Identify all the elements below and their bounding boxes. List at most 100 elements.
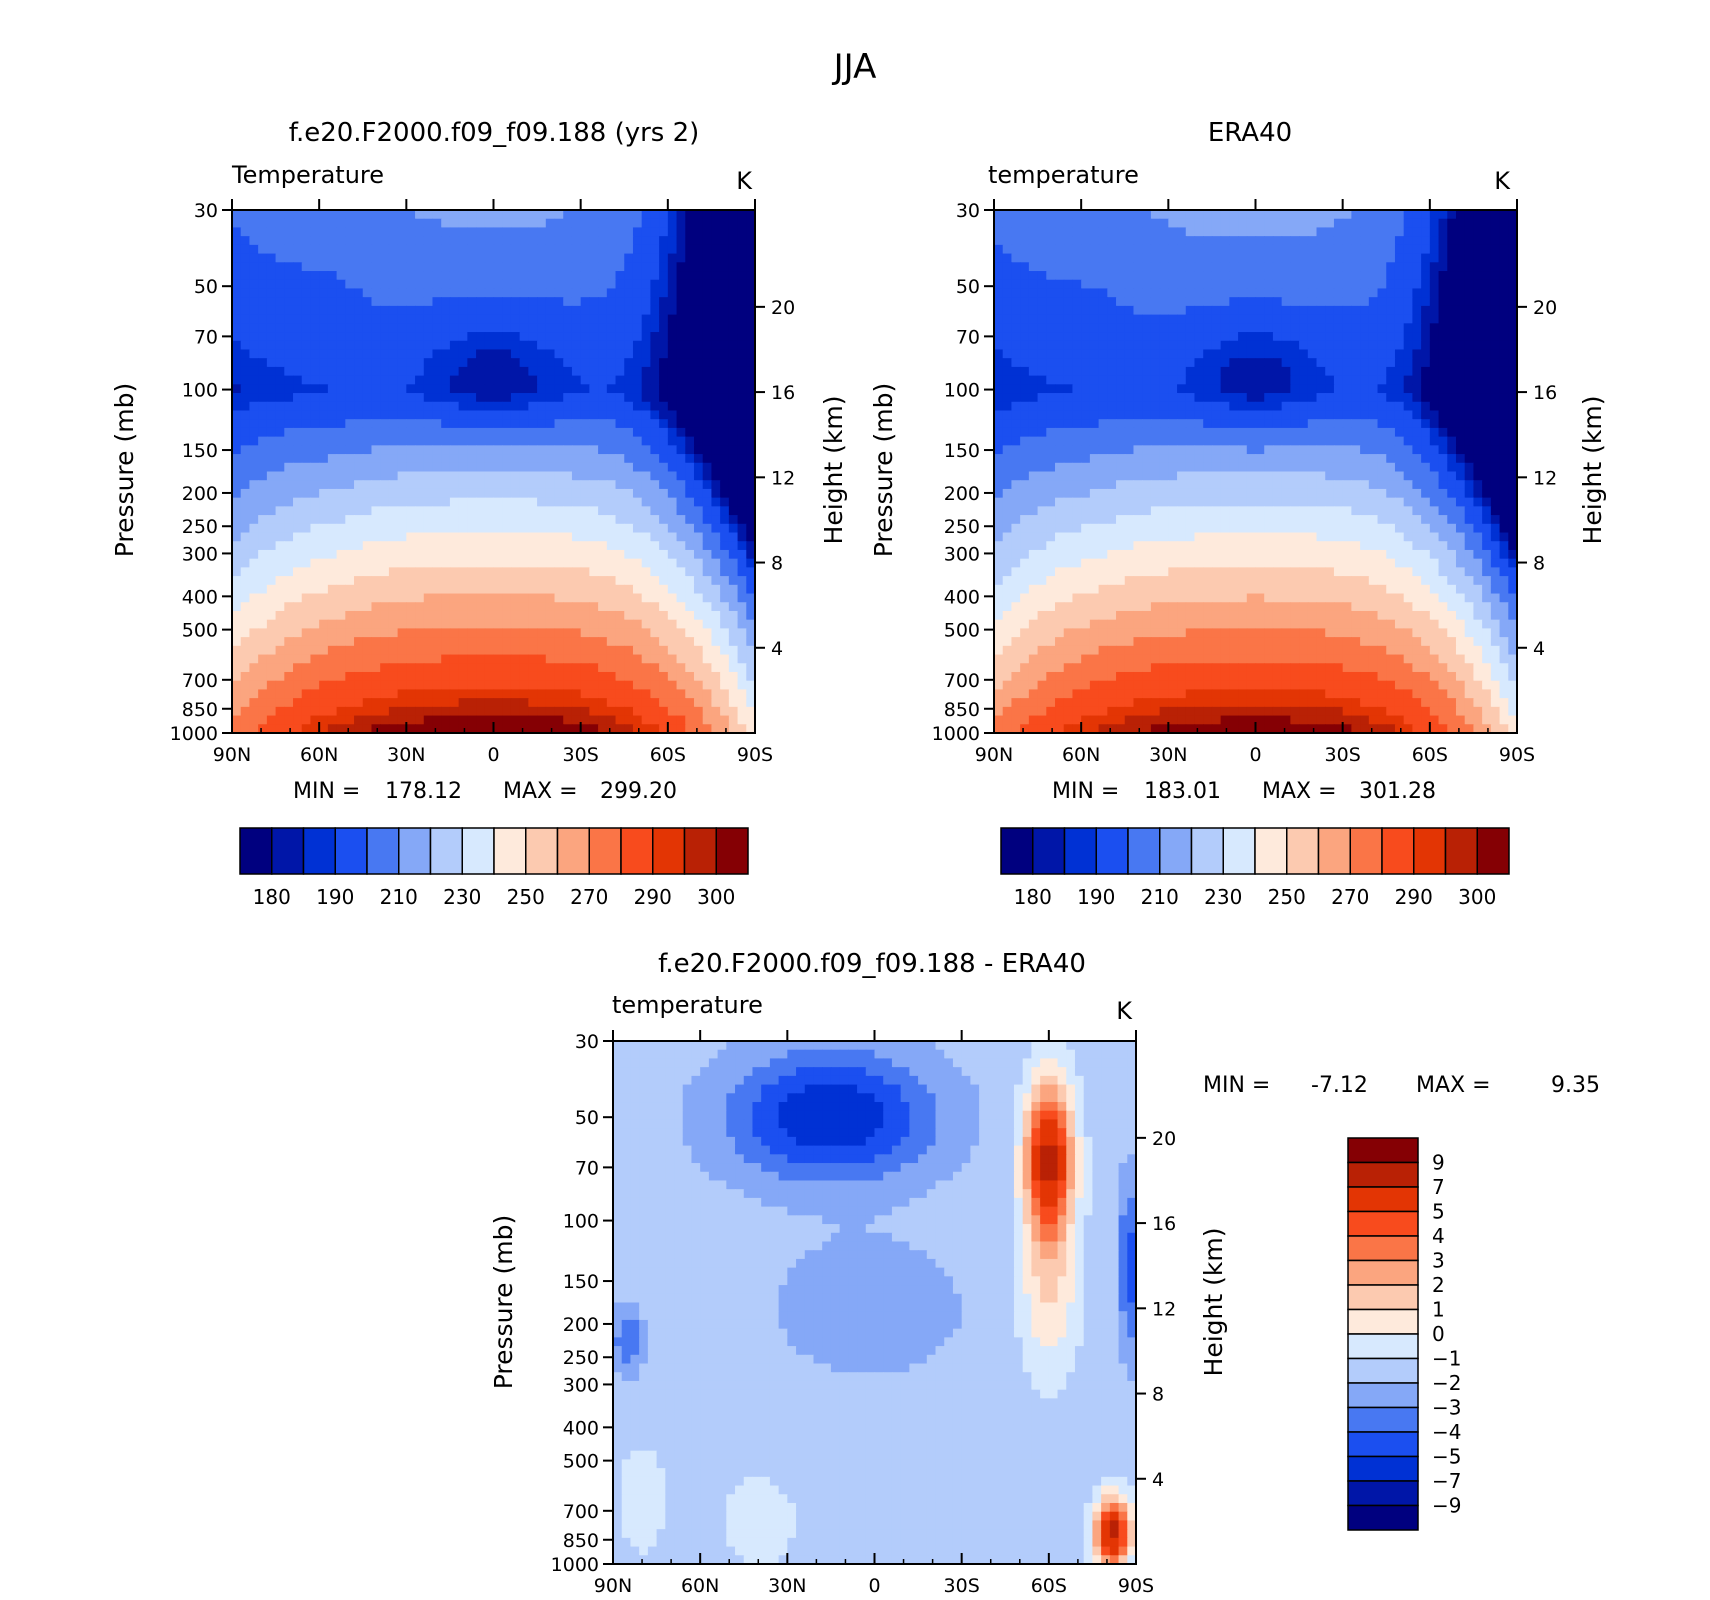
field-cell <box>371 663 381 673</box>
field-cell <box>1473 305 1483 316</box>
field-cell <box>1124 340 1135 351</box>
field-cell <box>266 419 277 429</box>
field-cell <box>266 358 277 368</box>
field-cell <box>676 488 686 499</box>
field-cell <box>711 393 721 403</box>
field-cell <box>711 445 721 455</box>
field-cell <box>693 706 704 717</box>
field-cell <box>510 462 521 473</box>
field-cell <box>354 619 364 629</box>
field-cell <box>362 419 373 429</box>
field-cell <box>1316 227 1326 237</box>
field-cell <box>1055 244 1065 255</box>
field-cell <box>354 297 364 307</box>
field-cell <box>1246 262 1257 272</box>
field-cell <box>606 262 617 272</box>
field-cell <box>266 375 277 385</box>
field-cell <box>641 584 651 595</box>
field-cell <box>441 506 451 516</box>
field-cell <box>327 271 338 281</box>
field-cell <box>1499 236 1509 246</box>
field-cell <box>476 393 486 403</box>
field-cell <box>345 541 355 551</box>
field-cell <box>354 488 364 499</box>
field-cell <box>441 619 451 629</box>
field-cell <box>266 227 277 237</box>
field-cell <box>728 262 739 272</box>
field-cell <box>650 410 660 420</box>
field-cell <box>667 628 678 638</box>
field-cell <box>554 314 564 324</box>
field-cell <box>258 271 268 281</box>
field-cell <box>746 462 756 473</box>
field-cell <box>624 724 634 734</box>
field-cell <box>571 427 582 438</box>
field-cell <box>1089 314 1100 324</box>
field-cell <box>1368 288 1379 298</box>
field-cell <box>1089 236 1100 246</box>
field-cell <box>641 314 651 324</box>
field-cell <box>441 297 451 307</box>
field-cell <box>1508 297 1518 307</box>
field-cell <box>598 654 608 664</box>
field-cell <box>737 271 747 281</box>
field-cell <box>441 576 451 586</box>
field-cell <box>563 314 573 324</box>
field-cell <box>519 445 529 455</box>
field-cell <box>693 567 704 577</box>
field-cell <box>1063 332 1074 342</box>
field-cell <box>441 244 451 255</box>
field-cell <box>598 645 608 656</box>
field-cell <box>1412 349 1422 359</box>
field-cell <box>406 427 416 438</box>
field-cell <box>676 628 686 638</box>
field-cell <box>432 375 442 385</box>
field-cell <box>1246 227 1257 237</box>
field-cell <box>432 610 442 621</box>
field-cell <box>1360 384 1370 394</box>
field-cell <box>1316 366 1326 377</box>
field-cell <box>371 410 381 420</box>
field-cell <box>737 323 747 333</box>
field-cell <box>275 706 285 717</box>
field-cell <box>720 645 730 656</box>
field-cell <box>266 515 277 525</box>
field-cell <box>319 262 329 272</box>
field-cell <box>624 384 634 394</box>
field-cell <box>1185 323 1196 333</box>
field-cell <box>693 637 704 647</box>
field-cell <box>1342 384 1352 394</box>
field-cell <box>528 480 538 490</box>
field-cell <box>1377 262 1387 272</box>
field-cell <box>519 532 529 542</box>
field-cell <box>1142 271 1152 281</box>
field-cell <box>449 454 460 464</box>
field-cell <box>371 637 381 647</box>
field-cell <box>650 549 660 560</box>
field-cell <box>1386 262 1396 272</box>
field-cell <box>571 497 582 507</box>
field-cell <box>319 305 329 316</box>
field-cell <box>702 297 713 307</box>
field-cell <box>1124 271 1135 281</box>
field-cell <box>354 305 364 316</box>
field-cell <box>319 436 329 446</box>
field-cell <box>476 628 486 638</box>
field-cell <box>685 698 695 708</box>
field-cell <box>1081 393 1091 403</box>
field-cell <box>1255 305 1265 316</box>
field-cell <box>423 210 434 220</box>
field-cell <box>659 314 669 324</box>
field-cell <box>554 541 564 551</box>
field-cell <box>589 297 599 307</box>
field-cell <box>650 218 660 229</box>
field-cell <box>1124 218 1135 229</box>
field-cell <box>275 645 285 656</box>
field-cell <box>275 462 285 473</box>
field-cell <box>310 218 320 229</box>
field-cell <box>650 279 660 290</box>
field-cell <box>1081 340 1091 351</box>
field-cell <box>467 584 477 595</box>
field-cell <box>258 436 268 446</box>
field-cell <box>1473 314 1483 324</box>
